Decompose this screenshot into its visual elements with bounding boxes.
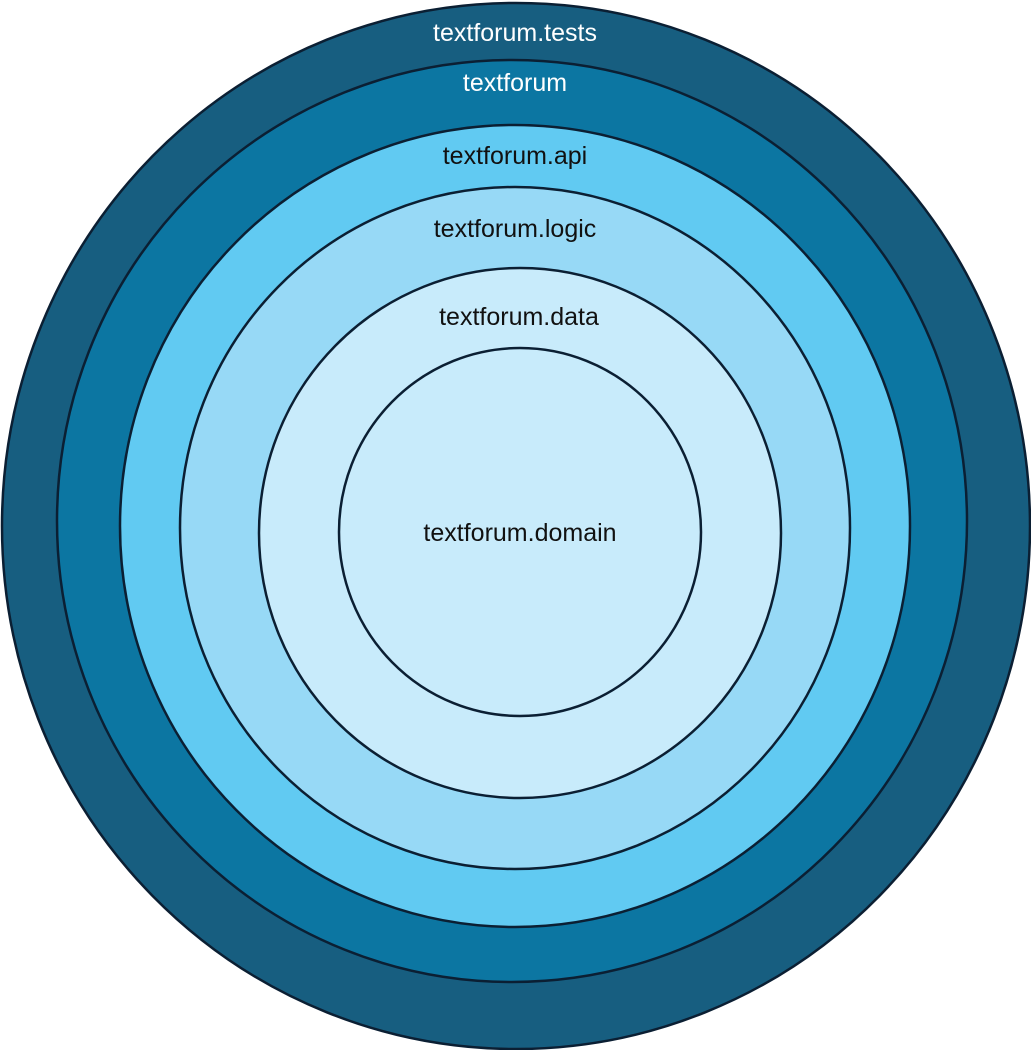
layer-core-label: textforum [463, 69, 567, 97]
layer-logic-label: textforum.logic [434, 215, 597, 243]
layer-data-label: textforum.data [439, 303, 599, 331]
layer-domain-label: textforum.domain [423, 519, 616, 547]
layer-api-label: textforum.api [443, 142, 588, 170]
layer-domain-core [337, 346, 703, 718]
layer-tests-label: textforum.tests [433, 19, 597, 47]
